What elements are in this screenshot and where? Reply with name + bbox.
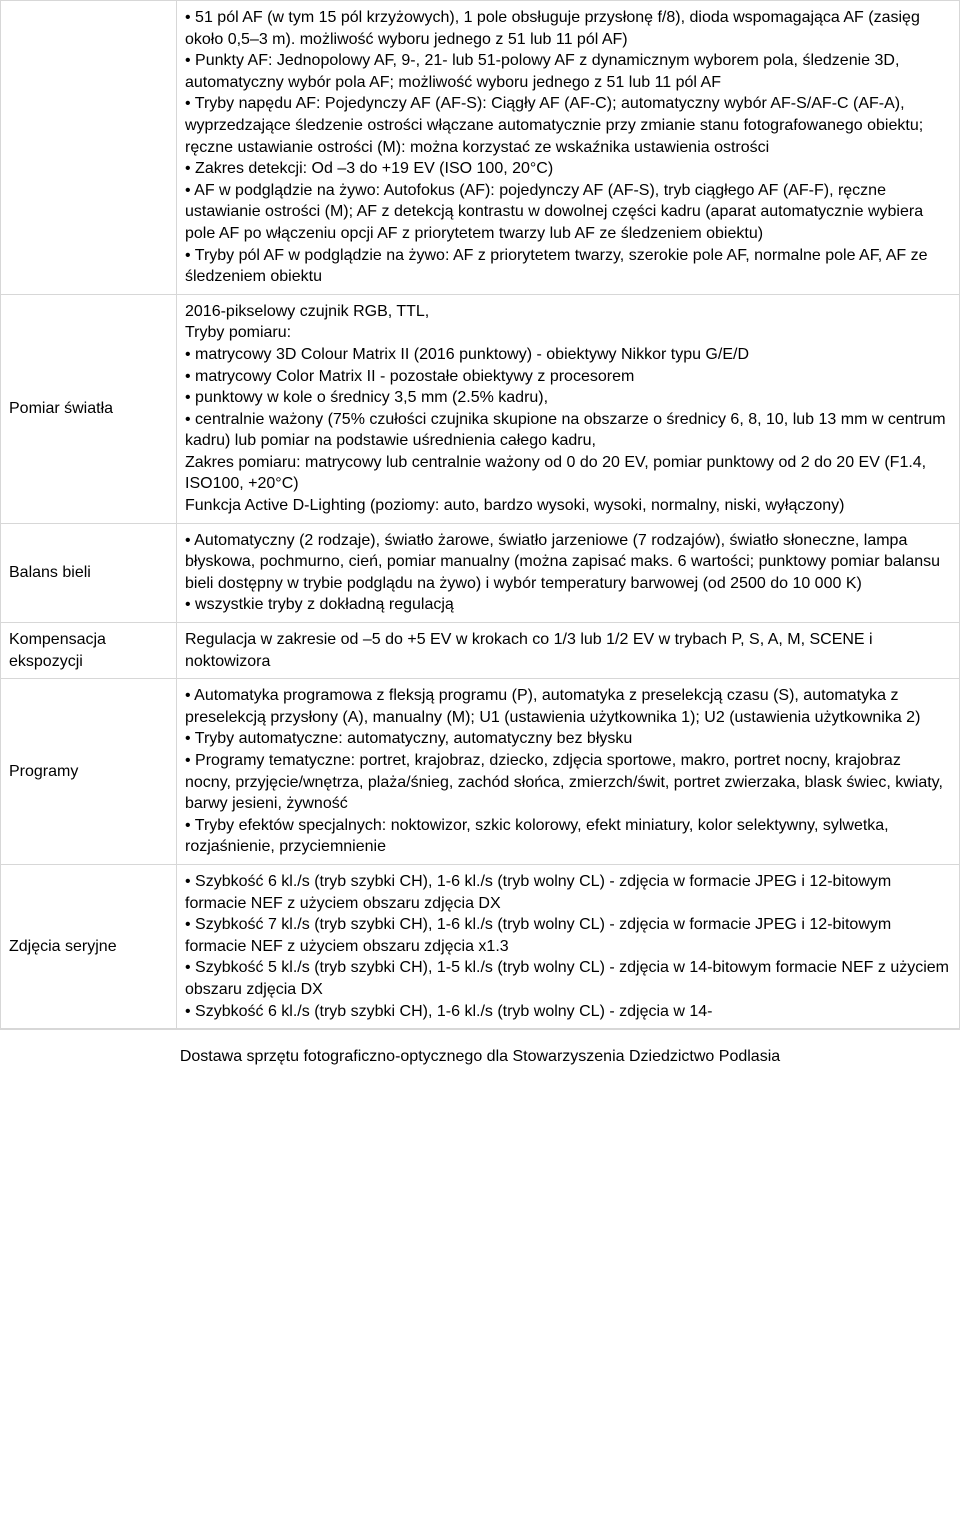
spec-value-line: • Szybkość 7 kl./s (tryb szybki CH), 1-6…	[185, 914, 951, 957]
spec-value-line: Zakres pomiaru: matrycowy lub centralnie…	[185, 452, 951, 495]
spec-value-line: • punktowy w kole o średnicy 3,5 mm (2.5…	[185, 387, 951, 409]
spec-label: Pomiar światła	[1, 294, 177, 523]
spec-value-line: • Zakres detekcji: Od –3 do +19 EV (ISO …	[185, 158, 951, 180]
spec-table: • 51 pól AF (w tym 15 pól krzyżowych), 1…	[0, 0, 960, 1029]
spec-value-line: • Punkty AF: Jednopolowy AF, 9-, 21- lub…	[185, 50, 951, 93]
spec-value-line: • wszystkie tryby z dokładną regulacją	[185, 594, 951, 616]
spec-value-line: Funkcja Active D-Lighting (poziomy: auto…	[185, 495, 951, 517]
spec-value-line: • Szybkość 6 kl./s (tryb szybki CH), 1-6…	[185, 1001, 951, 1023]
spec-value-line: • Tryby napędu AF: Pojedynczy AF (AF-S):…	[185, 93, 951, 158]
spec-value: Regulacja w zakresie od –5 do +5 EV w kr…	[177, 623, 960, 679]
spec-value-line: • Automatyczny (2 rodzaje), światło żaro…	[185, 530, 951, 595]
spec-value-line: • Szybkość 5 kl./s (tryb szybki CH), 1-5…	[185, 957, 951, 1000]
spec-value-line: • Tryby pól AF w podglądzie na żywo: AF …	[185, 245, 951, 288]
spec-value: • Szybkość 6 kl./s (tryb szybki CH), 1-6…	[177, 864, 960, 1028]
spec-value-line: • Tryby automatyczne: automatyczny, auto…	[185, 728, 951, 750]
spec-value: • 51 pól AF (w tym 15 pól krzyżowych), 1…	[177, 1, 960, 295]
table-row: Kompensacja ekspozycjiRegulacja w zakres…	[1, 623, 960, 679]
spec-value-line: 2016-pikselowy czujnik RGB, TTL,	[185, 301, 951, 323]
table-row: Pomiar światła2016-pikselowy czujnik RGB…	[1, 294, 960, 523]
spec-value-line: • centralnie ważony (75% czułości czujni…	[185, 409, 951, 452]
spec-value-line: • Programy tematyczne: portret, krajobra…	[185, 750, 951, 815]
spec-value-line: Tryby pomiaru:	[185, 322, 951, 344]
spec-label: Balans bieli	[1, 523, 177, 622]
spec-value: • Automatyczny (2 rodzaje), światło żaro…	[177, 523, 960, 622]
page-footer: Dostawa sprzętu fotograficzno-optycznego…	[0, 1030, 960, 1074]
spec-value-line: • Szybkość 6 kl./s (tryb szybki CH), 1-6…	[185, 871, 951, 914]
spec-value: • Automatyka programowa z fleksją progra…	[177, 679, 960, 865]
spec-value: 2016-pikselowy czujnik RGB, TTL,Tryby po…	[177, 294, 960, 523]
table-row: Balans bieli• Automatyczny (2 rodzaje), …	[1, 523, 960, 622]
spec-value-line: • matrycowy 3D Colour Matrix II (2016 pu…	[185, 344, 951, 366]
spec-label: Zdjęcia seryjne	[1, 864, 177, 1028]
spec-label: Kompensacja ekspozycji	[1, 623, 177, 679]
table-row: • 51 pól AF (w tym 15 pól krzyżowych), 1…	[1, 1, 960, 295]
spec-value-line: • AF w podglądzie na żywo: Autofokus (AF…	[185, 180, 951, 245]
spec-value-line: • Automatyka programowa z fleksją progra…	[185, 685, 951, 728]
spec-label: Programy	[1, 679, 177, 865]
spec-value-line: Regulacja w zakresie od –5 do +5 EV w kr…	[185, 629, 951, 672]
spec-value-line: • matrycowy Color Matrix II - pozostałe …	[185, 366, 951, 388]
spec-value-line: • Tryby efektów specjalnych: noktowizor,…	[185, 815, 951, 858]
table-row: Zdjęcia seryjne• Szybkość 6 kl./s (tryb …	[1, 864, 960, 1028]
table-row: Programy• Automatyka programowa z fleksj…	[1, 679, 960, 865]
spec-value-line: • 51 pól AF (w tym 15 pól krzyżowych), 1…	[185, 7, 951, 50]
spec-label	[1, 1, 177, 295]
